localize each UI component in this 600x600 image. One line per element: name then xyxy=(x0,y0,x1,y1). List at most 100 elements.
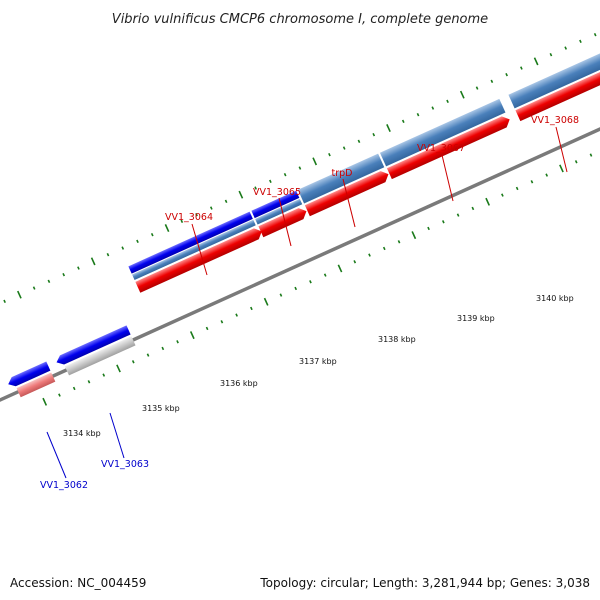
major-tick xyxy=(116,364,121,373)
gene-label-vv1-3063[interactable]: VV1_3063 xyxy=(101,459,149,470)
minor-tick xyxy=(58,393,61,397)
minor-tick xyxy=(490,79,494,84)
minor-tick xyxy=(549,53,553,57)
minor-tick xyxy=(309,280,312,284)
leader-line-vv1-3065 xyxy=(278,197,292,247)
minor-tick xyxy=(441,220,445,224)
minor-tick xyxy=(283,173,287,177)
cds-feature-vv1-3062[interactable] xyxy=(6,361,51,389)
minor-tick xyxy=(427,226,430,231)
major-tick xyxy=(485,197,491,206)
minor-tick xyxy=(3,299,6,304)
minor-tick xyxy=(401,119,405,124)
tick-label: 3134 kbp xyxy=(63,429,101,438)
major-tick xyxy=(533,57,539,66)
minor-tick xyxy=(176,340,179,344)
gene-feature-trpd[interactable] xyxy=(297,153,385,204)
cds-feature-vv1-3065[interactable] xyxy=(251,190,300,219)
minor-tick xyxy=(77,266,80,270)
accession-text: Accession: NC_004459 xyxy=(10,576,147,590)
gene-label-vv1-3064[interactable]: VV1_3064 xyxy=(165,212,213,223)
tick-label: 3135 kbp xyxy=(142,404,180,413)
cds-feature-vv1-3064[interactable] xyxy=(128,211,253,274)
gene-feature-vv1-3063[interactable] xyxy=(64,336,136,376)
minor-tick xyxy=(87,380,91,384)
gene-feature-vv1-3062[interactable] xyxy=(16,372,56,398)
minor-tick xyxy=(456,213,460,217)
minor-tick xyxy=(357,139,361,144)
gene-labels: VV1_3062 VV1_3063 VV1_3064 VV1_3065 trpD… xyxy=(40,115,579,491)
gene-feature-vv1-3068[interactable] xyxy=(508,40,600,109)
major-tick xyxy=(312,157,318,166)
cds-feature-vv1-3067-reverse[interactable] xyxy=(386,114,512,180)
minor-tick xyxy=(146,353,150,357)
minor-tick xyxy=(520,66,523,70)
leader-line-vv1-3062 xyxy=(46,431,67,479)
leader-line-vv1-3067 xyxy=(441,154,454,202)
outer-tick-track xyxy=(3,33,597,304)
gene-label-vv1-3065[interactable]: VV1_3065 xyxy=(253,187,301,198)
gene-label-vv1-3068[interactable]: VV1_3068 xyxy=(531,115,579,126)
minor-tick xyxy=(250,306,253,311)
major-tick xyxy=(189,331,195,340)
minor-tick xyxy=(72,386,76,391)
minor-tick xyxy=(515,186,519,191)
minor-tick xyxy=(209,206,213,210)
minor-tick xyxy=(323,273,327,277)
cds-feature-vv1-3065-reverse[interactable] xyxy=(258,206,309,238)
minor-tick xyxy=(47,279,51,284)
minor-tick xyxy=(180,219,184,224)
gene-label-trpd[interactable]: trpD xyxy=(332,168,353,179)
tick-labels: 3134 kbp 3135 kbp 3136 kbp 3137 kbp 3138… xyxy=(63,294,574,438)
major-tick xyxy=(386,124,391,133)
minor-tick xyxy=(353,260,357,264)
minor-tick xyxy=(220,320,224,324)
map-title: Vibrio vulnificus CMCP6 chromosome I, co… xyxy=(112,12,488,27)
gene-label-vv1-3062[interactable]: VV1_3062 xyxy=(40,480,88,491)
minor-tick xyxy=(564,46,568,50)
gene-label-vv1-3067[interactable]: VV1_3067 xyxy=(417,143,465,154)
minor-tick xyxy=(579,39,582,44)
minor-tick xyxy=(62,272,66,277)
minor-tick xyxy=(205,326,209,331)
cds-feature-vv1-3068-reverse[interactable] xyxy=(515,56,600,122)
genome-summary-text: Topology: circular; Length: 3,281,944 bp… xyxy=(260,576,590,590)
minor-tick xyxy=(545,173,549,177)
minor-tick xyxy=(195,212,198,217)
cds-feature-vv1-3063[interactable] xyxy=(54,325,131,367)
major-tick xyxy=(42,397,48,406)
gene-feature-vv1-3067[interactable] xyxy=(379,98,506,167)
gene-feature-vv1-3064[interactable] xyxy=(132,219,256,281)
major-tick xyxy=(411,231,417,240)
minor-tick xyxy=(574,160,578,164)
major-tick xyxy=(559,164,564,173)
gene-feature-vv1-3065[interactable] xyxy=(255,198,303,225)
minor-tick xyxy=(342,146,346,150)
minor-tick xyxy=(589,153,593,157)
minor-tick xyxy=(279,293,283,297)
minor-tick xyxy=(136,239,139,244)
minor-tick xyxy=(131,360,135,364)
minor-tick xyxy=(593,33,597,37)
major-tick xyxy=(17,290,22,299)
minor-tick xyxy=(471,206,475,211)
minor-tick xyxy=(298,166,302,170)
minor-tick xyxy=(416,113,420,117)
minor-tick xyxy=(254,186,257,190)
minor-tick xyxy=(269,179,272,184)
minor-tick xyxy=(501,193,504,197)
minor-tick xyxy=(235,313,238,317)
minor-tick xyxy=(150,232,154,237)
leader-lines xyxy=(46,126,568,479)
minor-tick xyxy=(224,199,228,204)
feature-track xyxy=(0,33,600,410)
leader-line-trpd xyxy=(342,178,356,228)
tick-label: 3140 kbp xyxy=(536,294,574,303)
major-tick xyxy=(238,190,244,199)
minor-tick xyxy=(294,286,298,291)
major-tick xyxy=(164,224,170,233)
tick-label: 3136 kbp xyxy=(220,379,258,388)
cds-feature-vv1-3064-reverse[interactable] xyxy=(135,226,264,293)
